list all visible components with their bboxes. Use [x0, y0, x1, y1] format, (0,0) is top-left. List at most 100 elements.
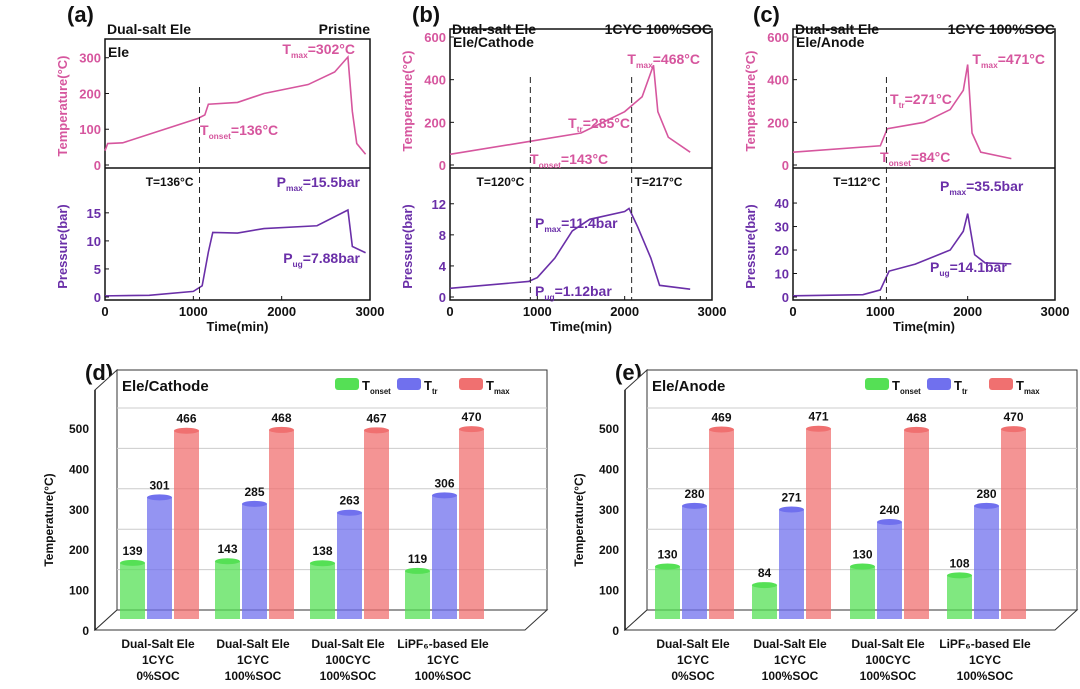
legend-swatch	[397, 378, 421, 390]
legend-label: Ttr	[954, 378, 968, 396]
bar-top	[310, 560, 335, 567]
sub: max	[981, 60, 998, 70]
annotation: Tonset=136°C	[200, 122, 278, 141]
category-label: 0%SOC	[136, 669, 180, 683]
main: T	[486, 378, 494, 393]
temp-y-tick-label: 0	[782, 158, 789, 173]
main: P	[940, 178, 949, 194]
x-tick-label: 2000	[953, 304, 982, 319]
category-label: 100%SOC	[320, 669, 377, 683]
main: T	[362, 378, 370, 393]
annotation: Pmax=15.5bar	[277, 174, 361, 193]
bar-value-label: 471	[808, 410, 828, 424]
bar	[752, 585, 777, 619]
temp-y-tick-label: 400	[424, 73, 446, 88]
pres-axis-label: Pressure(bar)	[55, 204, 70, 289]
temp-y-tick-label: 0	[439, 158, 446, 173]
x-tick-label: 0	[789, 304, 796, 319]
bar-value-label: 119	[408, 552, 428, 566]
main: P	[283, 250, 292, 266]
sub: ug	[544, 292, 554, 302]
main: T	[568, 115, 577, 131]
annotation: Ttr=285°C	[568, 115, 630, 134]
sub: tr	[962, 387, 968, 396]
category-label: 100CYC	[325, 653, 371, 667]
main: P	[535, 215, 544, 231]
sub: max	[286, 183, 303, 193]
category-label: Dual-Salt Ele	[216, 637, 290, 651]
bar	[709, 429, 734, 619]
pres-y-tick-label: 20	[775, 243, 789, 258]
annotation: Pmax=11.4bar	[535, 215, 618, 234]
bar-value-label: 466	[176, 412, 196, 426]
main: T	[200, 122, 209, 138]
chart-title: Ele/Anode	[652, 378, 725, 395]
y-tick-label: 300	[599, 503, 619, 517]
x-tick-label: 3000	[1041, 304, 1070, 319]
annotation: Tonset=143°C	[530, 151, 608, 170]
main: T	[282, 41, 291, 57]
bar-top	[779, 506, 804, 513]
main: T	[627, 51, 636, 67]
y-tick-label: 400	[69, 462, 89, 476]
bar-value-label: 130	[852, 547, 872, 561]
category-label: 1CYC	[969, 653, 1001, 667]
pres-y-tick-label: 40	[775, 196, 789, 211]
sub: onset	[889, 158, 912, 168]
category-label: LiPF₆-based Ele	[939, 637, 1031, 651]
chart-title: Ele/Cathode	[122, 378, 209, 395]
sample-label: Ele/Cathode	[453, 34, 534, 50]
bar-top	[1001, 426, 1026, 433]
category-label: 1CYC	[142, 653, 174, 667]
main: T	[892, 378, 900, 393]
category-label: LiPF₆-based Ele	[397, 637, 489, 651]
temp-y-tick-label: 300	[79, 51, 101, 66]
main: T	[890, 91, 899, 107]
bar-value-label: 469	[711, 411, 731, 425]
sub: max	[544, 224, 561, 234]
pres-y-tick-label: 10	[87, 234, 101, 249]
bar-top	[682, 502, 707, 509]
temp-y-tick-label: 200	[79, 86, 101, 101]
pres-y-tick-label: 12	[432, 197, 446, 212]
x-tick-label: 2000	[267, 304, 296, 319]
pres-y-tick-label: 0	[94, 290, 101, 305]
legend-label: Ttr	[424, 378, 438, 396]
temp-y-tick-label: 100	[79, 122, 101, 137]
category-label: Dual-Salt Ele	[121, 637, 195, 651]
bar-top	[752, 582, 777, 589]
sub: tr	[577, 124, 584, 134]
x-axis-label: Time(min)	[550, 319, 612, 334]
bar-value-label: 280	[684, 487, 704, 501]
legend-swatch	[459, 378, 483, 390]
y-tick-label: 500	[69, 422, 89, 436]
bar	[432, 495, 457, 619]
category-label: 100%SOC	[860, 669, 917, 683]
temp-axis-label: Temperature(°C)	[400, 50, 415, 151]
bar	[405, 570, 430, 619]
bar-top	[850, 563, 875, 570]
bar-top	[459, 426, 484, 433]
rest: =14.1bar	[950, 259, 1008, 275]
bar-top	[806, 425, 831, 432]
bar-value-label: 470	[1003, 410, 1023, 424]
sub: max	[494, 387, 510, 396]
temp-curve	[792, 64, 1012, 160]
annotation: Pug=14.1bar	[930, 259, 1007, 278]
bar-value-label: 285	[244, 485, 264, 499]
bar-value-label: 280	[976, 487, 996, 501]
annotation: Pmax=35.5bar	[940, 178, 1024, 197]
temp-y-tick-label: 600	[767, 30, 789, 45]
sub: ug	[293, 259, 303, 269]
bar-top	[947, 572, 972, 579]
bar-top	[904, 426, 929, 433]
pres-y-tick-label: 15	[87, 206, 101, 221]
bar	[147, 497, 172, 619]
main: T	[972, 51, 981, 67]
bar-value-label: 138	[312, 544, 332, 558]
bar-value-label: 301	[149, 478, 169, 492]
bar-top	[337, 509, 362, 516]
bar-value-label: 271	[781, 491, 801, 505]
pres-y-tick-label: 10	[775, 267, 789, 282]
legend-swatch	[335, 378, 359, 390]
